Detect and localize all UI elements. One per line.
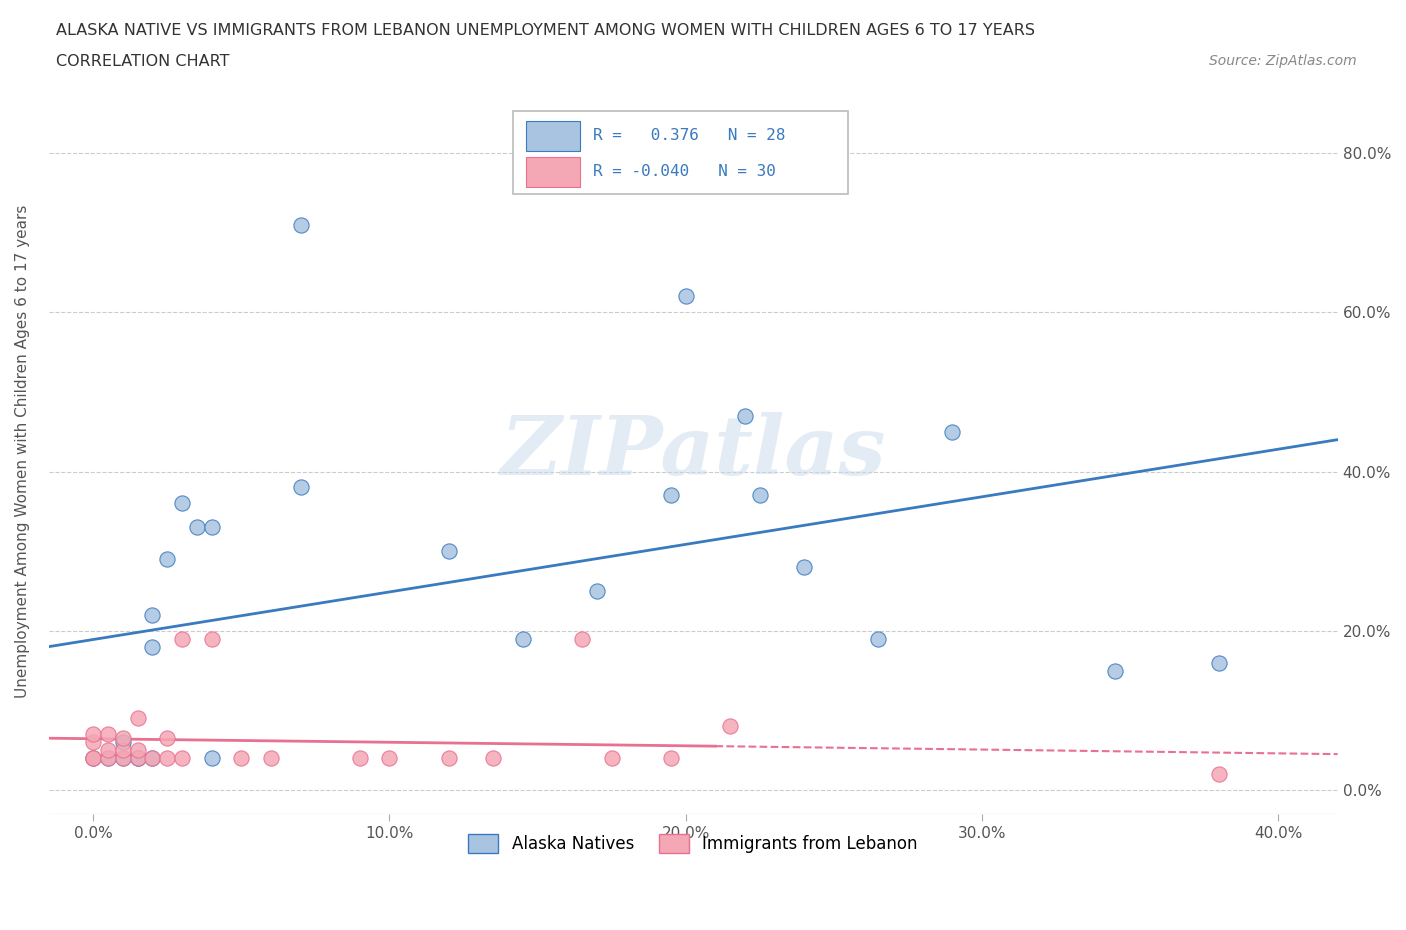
Point (141, 751, 163, 765)
Point (290, 480, 312, 495)
Point (659, 751, 682, 765)
Text: Source: ZipAtlas.com: Source: ZipAtlas.com (1209, 54, 1357, 68)
Point (201, 751, 224, 765)
Point (941, 424, 963, 439)
Point (734, 408, 756, 423)
Point (512, 631, 534, 646)
Point (793, 560, 815, 575)
Point (141, 639, 163, 654)
Point (571, 631, 593, 646)
Point (290, 218, 312, 232)
Point (82, 751, 104, 765)
Point (97, 751, 120, 765)
Point (201, 520, 224, 535)
Point (141, 751, 163, 765)
Text: ZIPatlas: ZIPatlas (501, 412, 886, 492)
Point (231, 751, 253, 765)
Point (127, 743, 149, 758)
Point (127, 751, 149, 765)
Point (1104, 663, 1126, 678)
Legend: Alaska Natives, Immigrants from Lebanon: Alaska Natives, Immigrants from Lebanon (461, 828, 925, 860)
Y-axis label: Unemployment Among Women with Children Ages 6 to 17 years: Unemployment Among Women with Children A… (15, 205, 30, 698)
Point (437, 544, 460, 559)
Point (141, 607, 163, 622)
Point (1208, 766, 1230, 781)
Text: CORRELATION CHART: CORRELATION CHART (56, 54, 229, 69)
Point (186, 520, 208, 535)
Point (156, 731, 179, 746)
Point (82, 751, 104, 765)
Point (349, 751, 371, 765)
Point (111, 743, 134, 758)
Point (156, 551, 179, 566)
Point (172, 751, 194, 765)
Point (127, 751, 149, 765)
Point (111, 731, 134, 746)
FancyBboxPatch shape (526, 121, 579, 151)
Point (172, 496, 194, 511)
FancyBboxPatch shape (526, 157, 579, 187)
FancyBboxPatch shape (513, 111, 848, 194)
Point (172, 631, 194, 646)
Point (718, 719, 741, 734)
Text: R =   0.376   N = 28: R = 0.376 N = 28 (593, 128, 785, 143)
Point (378, 751, 401, 765)
Point (482, 751, 505, 765)
Point (600, 751, 623, 765)
Point (111, 735, 134, 750)
Text: ALASKA NATIVE VS IMMIGRANTS FROM LEBANON UNEMPLOYMENT AMONG WOMEN WITH CHILDREN : ALASKA NATIVE VS IMMIGRANTS FROM LEBANON… (56, 23, 1035, 38)
Point (1208, 655, 1230, 670)
Point (127, 751, 149, 765)
Point (82, 751, 104, 765)
Point (659, 488, 682, 503)
Point (586, 583, 609, 598)
Point (201, 631, 224, 646)
Point (97, 743, 120, 758)
Point (82, 735, 104, 750)
Point (437, 751, 460, 765)
Point (260, 751, 283, 765)
Point (97, 726, 120, 741)
Point (111, 751, 134, 765)
Point (111, 751, 134, 765)
Point (127, 711, 149, 725)
Point (156, 751, 179, 765)
Point (675, 289, 697, 304)
Point (868, 631, 890, 646)
Point (82, 726, 104, 741)
Point (748, 488, 770, 503)
Point (97, 751, 120, 765)
Text: R = -0.040   N = 30: R = -0.040 N = 30 (593, 165, 776, 179)
